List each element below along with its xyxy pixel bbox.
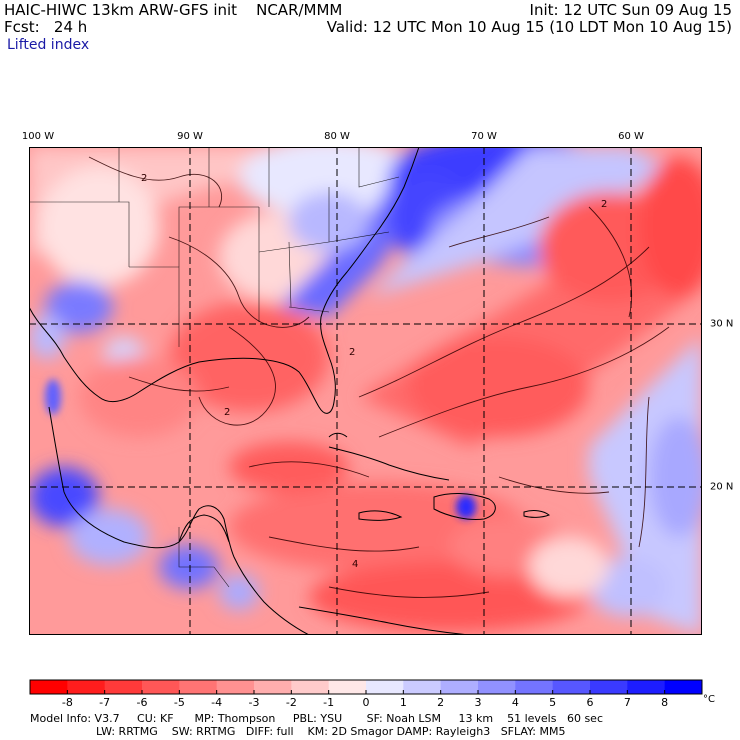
longitude-label: 80 W <box>324 131 350 142</box>
colorbar-tick-label: -4 <box>211 696 222 709</box>
colorbar-tick-label: 4 <box>512 696 519 709</box>
colorbar-cell <box>515 680 554 694</box>
coastlines <box>29 147 551 635</box>
colorbar-tick-label: 1 <box>400 696 407 709</box>
chart-title: HAIC-HIWC 13km ARW-GFS init NCAR/MMM <box>4 1 343 19</box>
colorbar-tick-label: 6 <box>587 696 594 709</box>
colorbar-unit: °C <box>703 694 715 705</box>
init-time: Init: 12 UTC Sun 09 Aug 15 <box>529 1 732 19</box>
colorbar-cell <box>254 680 292 694</box>
colorbar-tick-label: -7 <box>99 696 110 709</box>
latitude-label: 20 N <box>710 481 734 493</box>
colorbar-cell <box>478 680 516 694</box>
hispaniola-blue-spot <box>456 495 476 519</box>
colorbar-cell <box>590 680 628 694</box>
colorbar-cell <box>104 680 143 694</box>
colorbar-tick-label: 0 <box>363 696 370 709</box>
colorbar-cell <box>366 680 404 694</box>
colorbar-tick-label: -5 <box>174 696 185 709</box>
colorbar-cell <box>179 680 218 694</box>
colorbar-cell <box>216 680 255 694</box>
colorbar-tick-label: -6 <box>137 696 148 709</box>
contour-label: 4 <box>352 559 358 570</box>
colorbar-tick-label: -1 <box>323 696 334 709</box>
longitude-label: 70 W <box>471 131 497 142</box>
colorbar-tick-label: -2 <box>286 696 297 709</box>
colorbar: -8 -7 -6 -5 -4 -3 -2 -1 0 1 2 3 4 5 6 7 8 °C <box>29 679 715 709</box>
contour-lines <box>88 156 670 598</box>
longitude-label: 60 W <box>618 131 644 142</box>
contour-label: 2 <box>141 173 147 184</box>
colorbar-tick-label: -8 <box>62 696 73 709</box>
field-name: Lifted index <box>7 37 90 53</box>
colorbar-cell <box>291 680 330 694</box>
lifted-index-map: 2 2 2 4 2 <box>29 147 702 635</box>
colorbar-tick-label: 8 <box>661 696 668 709</box>
latitude-label: 30 N <box>710 318 734 330</box>
colorbar-cell <box>440 680 479 694</box>
map-frame <box>29 147 702 635</box>
forecast-hour: Fcst: 24 h <box>4 18 88 36</box>
colorbar-cell <box>627 680 666 694</box>
colorbar-tick-label: 5 <box>549 696 556 709</box>
longitude-label: 90 W <box>177 131 203 142</box>
colorbar-tick-label: 7 <box>624 696 631 709</box>
state-borders <box>29 147 400 588</box>
model-info-line-1: Model Info: V3.7 CU: KF MP: Thompson PBL… <box>30 712 603 725</box>
colorbar-cell <box>403 680 442 694</box>
colorbar-tick-label: -3 <box>249 696 260 709</box>
contour-label: 2 <box>601 199 607 210</box>
valid-time: Valid: 12 UTC Mon 10 Aug 15 (10 LDT Mon … <box>326 18 732 36</box>
model-info-line-2: LW: RRTMG SW: RRTMG DIFF: full KM: 2D Sm… <box>96 725 566 738</box>
colorbar-cell <box>552 680 591 694</box>
contour-label: 2 <box>224 407 230 418</box>
colorbar-cell <box>67 680 106 694</box>
colorbar-tick-label: 3 <box>475 696 482 709</box>
colorbar-cell <box>30 680 68 694</box>
contour-label: 2 <box>349 347 355 358</box>
colorbar-tick-label: 2 <box>437 696 444 709</box>
colorbar-cell <box>142 680 180 694</box>
mexico-coast-blue-spot <box>45 379 61 415</box>
colorbar-cell <box>664 680 703 694</box>
colorbar-cell <box>328 680 367 694</box>
longitude-label: 100 W <box>21 131 55 142</box>
graticule <box>29 147 702 635</box>
